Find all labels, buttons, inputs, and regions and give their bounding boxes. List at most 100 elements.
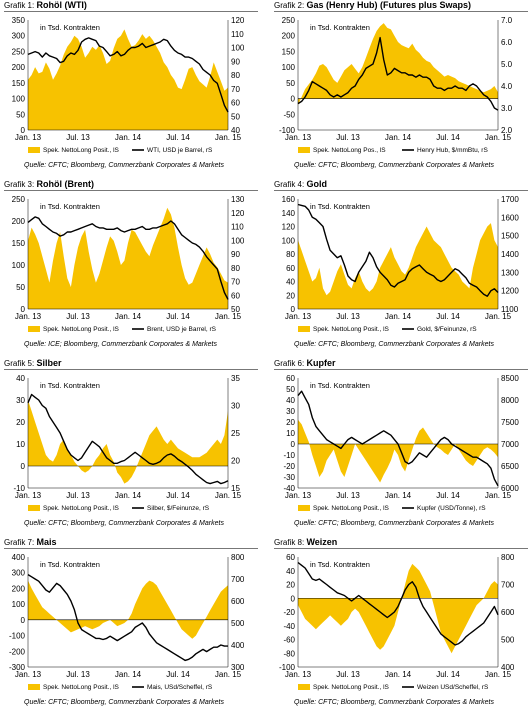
chart-title: Grafik 3: Rohöl (Brent) xyxy=(4,179,94,189)
y-right-tick-label: 800 xyxy=(231,553,245,562)
y-left-tick-label: 50 xyxy=(286,385,295,394)
price-line xyxy=(27,574,228,662)
x-tick-label: Jan. 15 xyxy=(485,133,512,142)
y-right-tick-label: 120 xyxy=(231,209,245,218)
chart-title-text: Rohöl (WTI) xyxy=(36,0,87,10)
x-tick-label: Jan. 13 xyxy=(15,670,42,679)
y-left-tick-label: 200 xyxy=(12,217,26,226)
y-right-tick-label: 15 xyxy=(231,484,240,493)
x-tick-label: Jan. 14 xyxy=(115,670,142,679)
y-left-tick-label: 120 xyxy=(282,223,296,232)
y-right-tick-label: 80 xyxy=(231,264,240,273)
legend-label-position: Spek. NettoLong Posit., lS xyxy=(313,326,390,333)
y-right-tick-label: 500 xyxy=(501,636,515,645)
title-divider xyxy=(274,369,528,370)
y-right-tick-label: 70 xyxy=(231,278,240,287)
chart-panel-6: Grafik 6: Kupfer -40 -30 -20 -10 0 10 20 30 40 50 6… xyxy=(270,358,528,530)
chart-title-text: Weizen xyxy=(306,537,338,547)
y-right-tick-label: 40 xyxy=(231,126,240,135)
y-right-tick-label: 8500 xyxy=(501,374,519,383)
y-right-tick-label: 400 xyxy=(231,641,245,650)
y-left-tick-label: -100 xyxy=(279,126,296,135)
price-line xyxy=(297,203,499,297)
chart-svg: -100 -80 -60 -40 -20 0 20 40 60 400 500 600 700 800 Ja… xyxy=(279,553,515,691)
chart-title-text: Gas (Henry Hub) (Futures plus Swaps) xyxy=(306,0,471,10)
chart-number: Grafik 8: xyxy=(274,538,307,547)
x-tick-label: Jul. 13 xyxy=(336,670,360,679)
legend-swatch-area xyxy=(28,326,40,332)
chart-title-text: Rohöl (Brent) xyxy=(36,179,94,189)
y-left-tick-label: 300 xyxy=(12,569,26,578)
y-left-tick-label: 200 xyxy=(12,63,26,72)
y-right-tick-label: 60 xyxy=(231,99,240,108)
chart-svg: 0 50 100 150 200 250 300 350 40 50 60 70 80 90 100 110 1… xyxy=(12,16,245,154)
position-area xyxy=(28,400,228,484)
y-right-tick-label: 8000 xyxy=(501,396,519,405)
y-left-tick-label: 0 xyxy=(291,594,296,603)
y-left-tick-label: -80 xyxy=(283,649,295,658)
y-left-tick-label: 300 xyxy=(12,32,26,41)
legend-label-position: Spek. NettoLong Posit., lS xyxy=(313,684,390,691)
y-right-tick-label: 2.0 xyxy=(501,126,513,135)
chart-title: Grafik 5: Silber xyxy=(4,358,61,368)
x-tick-label: Jan. 13 xyxy=(285,670,312,679)
source-note: Quelle: ICE; Bloomberg, Commerzbank Corp… xyxy=(24,341,217,348)
y-right-tick-label: 110 xyxy=(231,30,244,39)
x-tick-label: Jan. 15 xyxy=(215,312,242,321)
y-left-tick-label: 50 xyxy=(16,283,25,292)
x-tick-label: Jan. 13 xyxy=(285,312,312,321)
position-area xyxy=(298,563,498,654)
y-left-tick-label: 40 xyxy=(286,396,295,405)
x-tick-label: Jul. 14 xyxy=(166,670,190,679)
y-left-tick-label: 250 xyxy=(282,16,296,25)
y-right-tick-label: 1500 xyxy=(501,232,519,241)
y-left-tick-label: 10 xyxy=(286,429,295,438)
y-right-tick-label: 6500 xyxy=(501,462,519,471)
y-left-tick-label: 200 xyxy=(282,32,296,41)
y-right-tick-label: 5.0 xyxy=(501,60,513,69)
x-tick-label: Jan. 13 xyxy=(285,133,312,142)
y-left-tick-label: -60 xyxy=(283,636,295,645)
y-left-tick-label: 80 xyxy=(286,250,295,259)
x-tick-label: Jul. 14 xyxy=(166,133,190,142)
y-right-tick-label: 600 xyxy=(501,608,515,617)
position-area xyxy=(298,23,498,105)
y-left-tick-label: 60 xyxy=(286,553,295,562)
y-left-tick-label: -30 xyxy=(283,473,295,482)
y-left-tick-label: 0 xyxy=(21,305,26,314)
source-note: Quelle: CFTC; Bloomberg, Commerzbank Cor… xyxy=(24,699,224,706)
y-left-tick-label: 100 xyxy=(282,236,296,245)
y-right-tick-label: 90 xyxy=(231,250,240,259)
y-right-tick-label: 50 xyxy=(231,305,240,314)
x-tick-label: Jan. 15 xyxy=(485,312,512,321)
y-left-tick-label: -10 xyxy=(13,484,25,493)
title-divider xyxy=(4,369,258,370)
unit-annotation: in Tsd. Kontrakten xyxy=(40,202,100,211)
chart-panel-5: Grafik 5: Silber -10 0 10 20 30 40 15 20 25 30 35 Ja… xyxy=(0,358,258,530)
x-tick-label: Jul. 14 xyxy=(166,312,190,321)
y-left-tick-label: 10 xyxy=(16,440,25,449)
x-tick-label: Jan. 14 xyxy=(385,312,412,321)
y-right-tick-label: 20 xyxy=(231,457,240,466)
y-left-tick-label: -20 xyxy=(283,462,295,471)
x-tick-label: Jan. 14 xyxy=(385,670,412,679)
x-tick-label: Jan. 15 xyxy=(215,133,242,142)
y-right-tick-label: 600 xyxy=(231,597,245,606)
chart-title: Grafik 1: Rohöl (WTI) xyxy=(4,0,87,10)
legend-label-position: Spek. NettoLong Posit., lS xyxy=(43,147,120,154)
price-line xyxy=(297,36,499,111)
y-right-tick-label: 80 xyxy=(231,71,240,80)
position-area xyxy=(28,207,228,309)
position-area xyxy=(28,29,228,130)
legend-label-position: Spek. NettoLong Posit., lS xyxy=(313,505,390,512)
legend-label-position: Spek. NettoLong Posit., lS xyxy=(43,505,120,512)
y-right-tick-label: 1400 xyxy=(501,250,519,259)
y-left-tick-label: -10 xyxy=(283,451,295,460)
legend-label-price: Gold, $/Feinunze, rS xyxy=(417,326,477,333)
y-right-tick-label: 30 xyxy=(231,402,240,411)
chart-panel-8: Grafik 8: Weizen -100 -80 -60 -40 -20 0 20 40 60 4… xyxy=(270,537,528,709)
x-tick-label: Jul. 13 xyxy=(66,670,90,679)
unit-annotation: in Tsd. Kontrakten xyxy=(310,560,370,569)
x-tick-label: Jan. 14 xyxy=(385,491,412,500)
legend-swatch-area xyxy=(28,505,40,511)
